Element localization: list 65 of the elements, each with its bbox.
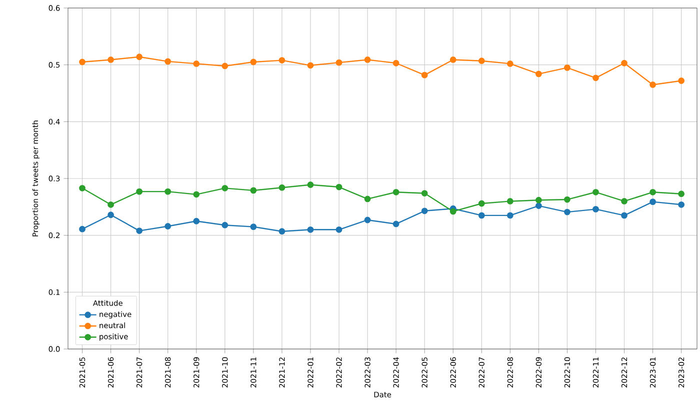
point: [450, 208, 456, 215]
point: [421, 208, 428, 214]
point: [307, 182, 314, 188]
point: [222, 222, 228, 228]
point: [108, 56, 114, 63]
point: [392, 220, 400, 228]
point: [193, 218, 200, 224]
point: [392, 60, 400, 66]
point: [450, 56, 456, 63]
point: [506, 212, 514, 219]
point: [650, 82, 656, 88]
point: [250, 58, 257, 66]
point: [535, 196, 542, 204]
point: [678, 190, 685, 198]
point: [364, 56, 371, 63]
point: [506, 60, 514, 67]
point: [592, 74, 599, 82]
point: [650, 188, 656, 196]
point: [392, 188, 400, 196]
point: [108, 201, 114, 208]
point: [222, 184, 228, 192]
point: [250, 187, 257, 194]
point: [307, 62, 314, 69]
point: [364, 196, 371, 202]
point: [506, 198, 514, 204]
point: [108, 212, 114, 218]
point: [478, 58, 485, 64]
point: [421, 190, 428, 196]
point: [278, 228, 286, 235]
point: [564, 64, 570, 71]
point: [336, 184, 342, 190]
point: [136, 228, 143, 234]
point: [136, 54, 143, 60]
point: [307, 226, 314, 233]
point: [164, 58, 172, 65]
point: [478, 200, 485, 207]
point: [336, 226, 342, 233]
point: [364, 216, 371, 224]
point: [650, 198, 656, 205]
point: [193, 60, 200, 67]
point: [421, 72, 428, 78]
point: [250, 224, 257, 230]
point: [193, 191, 200, 198]
point: [136, 188, 143, 195]
point: [592, 206, 599, 212]
point: [278, 57, 286, 64]
point: [621, 212, 628, 219]
point: [678, 201, 685, 208]
point: [564, 196, 570, 203]
point: [164, 223, 172, 230]
point: [222, 62, 228, 70]
point: [164, 188, 172, 195]
point: [678, 78, 685, 84]
point: [535, 202, 542, 209]
point: [535, 70, 542, 78]
point: [336, 59, 342, 66]
point: [621, 198, 628, 204]
point: [79, 184, 86, 192]
point: [621, 60, 628, 66]
point: [79, 226, 86, 232]
point: [592, 188, 599, 196]
point: [564, 208, 570, 216]
point: [278, 184, 286, 191]
point: [79, 58, 86, 66]
point: [478, 212, 485, 219]
